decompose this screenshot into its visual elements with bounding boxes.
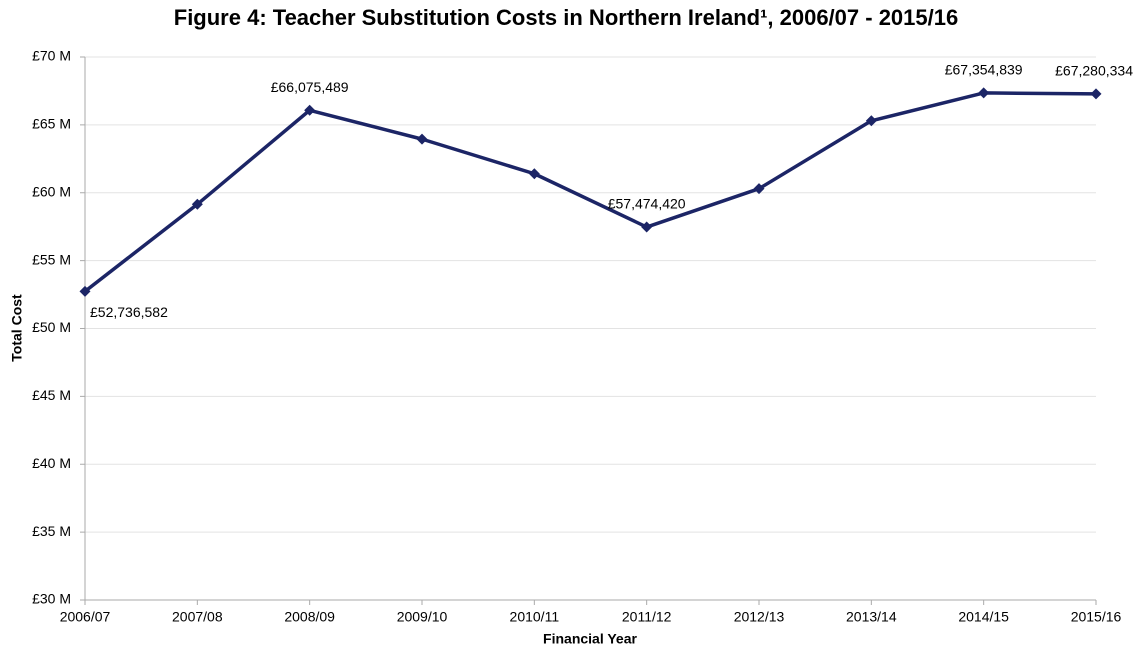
y-tick-label: £65 M [32, 116, 71, 132]
marker [79, 285, 91, 297]
y-tick-label: £50 M [32, 319, 71, 335]
marker [978, 87, 990, 99]
data-label: £66,075,489 [271, 79, 349, 95]
marker [641, 221, 653, 233]
x-tick-label: 2006/07 [60, 609, 111, 625]
data-label: £52,736,582 [90, 304, 168, 320]
x-tick-label: 2014/15 [958, 609, 1009, 625]
x-tick-label: 2013/14 [846, 609, 897, 625]
y-axis-label: Total Cost [9, 294, 25, 362]
y-tick-label: £60 M [32, 183, 71, 199]
y-tick-label: £35 M [32, 523, 71, 539]
marker [191, 198, 203, 210]
marker [416, 133, 428, 145]
x-tick-label: 2008/09 [284, 609, 335, 625]
x-tick-label: 2011/12 [622, 609, 672, 625]
y-tick-label: £55 M [32, 251, 71, 267]
chart-title: Figure 4: Teacher Substitution Costs in … [174, 5, 958, 30]
marker [528, 168, 540, 180]
marker [1090, 88, 1102, 100]
x-axis-label: Financial Year [543, 631, 637, 647]
x-tick-label: 2009/10 [397, 609, 448, 625]
x-tick-label: 2015/16 [1071, 609, 1122, 625]
marker [865, 115, 877, 127]
y-tick-label: £70 M [32, 48, 71, 64]
y-tick-label: £30 M [32, 591, 71, 607]
x-tick-label: 2012/13 [734, 609, 785, 625]
data-label: £67,280,334 [1055, 63, 1133, 79]
data-label: £67,354,839 [945, 62, 1023, 78]
x-tick-label: 2010/11 [510, 609, 560, 625]
marker [304, 104, 316, 116]
data-label: £57,474,420 [608, 196, 686, 212]
x-tick-label: 2007/08 [172, 609, 223, 625]
y-tick-label: £40 M [32, 455, 71, 471]
marker [753, 183, 765, 195]
y-tick-label: £45 M [32, 387, 71, 403]
line [83, 91, 1097, 293]
